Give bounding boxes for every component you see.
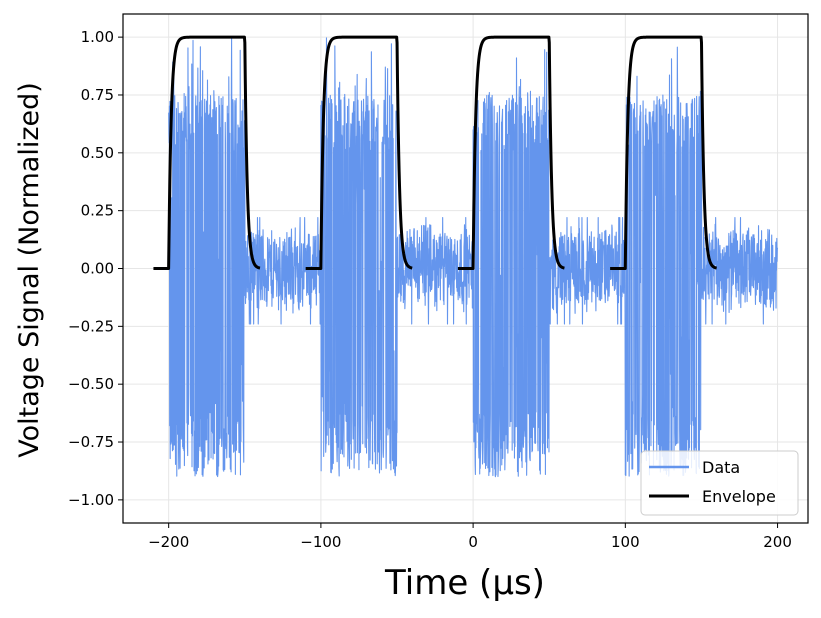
y-tick-label: 0.00 [81,260,114,278]
data-series-line [168,37,779,478]
x-axis-ticks: −200 −100 0 100 200 [148,523,792,551]
y-axis-ticks: 1.00 0.75 0.50 0.25 0.00 −0.25 −0.50 −0.75 −1.00 [68,28,123,509]
y-tick-label: 0.75 [81,86,114,104]
x-tick-label: −200 [148,533,189,551]
y-axis-title: Voltage Signal (Normalized) [14,82,45,458]
envelope-segment [609,35,718,270]
y-tick-label: −0.25 [68,317,114,335]
envelope-segment [152,35,262,270]
y-tick-label: 0.50 [81,144,114,162]
y-tick-label: 1.00 [81,28,114,46]
x-tick-label: 100 [611,533,640,551]
y-tick-label: −0.75 [68,433,114,451]
x-tick-label: 200 [763,533,792,551]
legend: Data Envelope [640,450,799,516]
y-tick-label: −0.50 [68,375,114,393]
y-tick-label: 0.25 [81,202,114,220]
x-tick-label: 0 [468,533,478,551]
envelope-segment [456,35,566,270]
envelope-segment [304,35,414,270]
x-tick-label: −100 [300,533,341,551]
envelope-layer [152,35,718,270]
data-layer [168,37,779,478]
x-axis-title: Time (μs) [384,563,545,603]
legend-envelope-label: Envelope [702,487,776,506]
y-tick-label: −1.00 [68,491,114,509]
legend-data-label: Data [702,458,740,477]
